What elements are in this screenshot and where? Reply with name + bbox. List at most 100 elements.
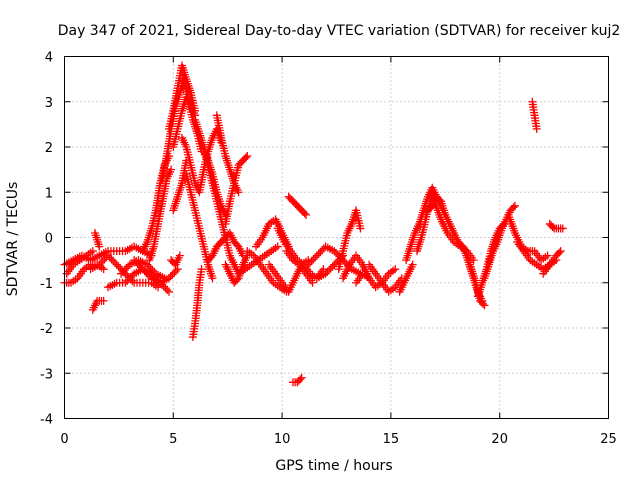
data-point [318,246,327,255]
y-tick-label: -4 [40,413,53,428]
x-tick-label: 0 [60,432,68,447]
data-point [140,266,149,275]
data-point [167,165,176,174]
series-track-15 [169,156,191,215]
data-point [548,222,557,231]
data-point [88,247,97,256]
data-point [558,224,567,233]
data-point [478,296,487,305]
data-point [556,247,565,256]
data-point [126,273,135,282]
x-tick-label: 5 [169,432,177,447]
series-track-03 [62,247,97,278]
data-point [142,268,151,277]
series-track-19 [188,265,206,342]
data-point [164,287,173,296]
y-tick-label: 2 [45,141,53,156]
data-point [197,265,206,274]
y-tick-label: 0 [45,232,53,247]
x-tick-label: 25 [600,432,617,447]
data-point [297,373,306,382]
data-point [122,264,131,273]
y-tick-label: -2 [40,322,53,337]
data-point [532,124,541,133]
data-point [118,267,127,276]
y-tick-label: 4 [45,51,53,66]
data-point [104,251,113,260]
data-point [163,285,172,294]
data-point [144,270,153,279]
data-point [307,257,316,266]
data-point [135,261,144,270]
data-point [328,262,337,271]
data-point [173,265,182,274]
data-point [309,255,318,264]
data-point [330,247,339,256]
data-points [60,61,567,387]
data-point [143,260,152,269]
data-point [97,258,106,267]
data-point [391,265,400,274]
series-track-09 [130,256,182,287]
data-point [208,274,217,283]
data-point [175,251,184,260]
y-tick-label: 3 [45,96,53,111]
series-track-52 [539,256,561,278]
data-point [138,265,147,274]
data-point [98,257,107,266]
data-point [166,272,175,281]
data-point [480,301,489,310]
data-point [241,153,250,162]
data-point [137,263,146,272]
data-point [308,278,317,287]
data-point [311,253,320,262]
y-tick-label: -1 [40,277,53,292]
data-point [325,266,334,275]
data-point [543,251,552,260]
data-point [133,259,142,268]
series-track-33 [288,373,306,387]
data-point [552,256,561,265]
chart-title: Day 347 of 2021, Sidereal Day-to-day VTE… [58,23,621,39]
data-point [110,258,119,267]
series-track-22 [204,228,247,265]
data-point [112,260,121,269]
data-point [161,284,170,293]
data-point [323,267,332,276]
data-point [273,242,282,251]
data-point [131,257,140,266]
data-point [146,264,155,273]
series-track-45 [460,247,487,305]
data-point [114,262,123,271]
data-point [304,260,313,269]
series-track-04 [88,296,108,314]
data-point [510,201,519,210]
data-point [326,264,335,273]
data-point [509,203,518,212]
data-point [321,269,330,278]
x-tick-label: 20 [491,432,508,447]
series-track-23 [212,111,243,197]
series-track-31 [282,247,317,287]
plot-frame [64,56,609,419]
data-point [305,258,314,267]
series-track-29 [265,256,313,296]
series-track-17 [178,124,226,197]
data-point [408,260,417,269]
data-point [148,266,157,275]
data-point [555,248,564,257]
series-track-51 [545,219,567,233]
data-point [124,275,133,284]
series-track-25 [221,152,252,228]
data-point [159,282,168,291]
x-tick-label: 15 [383,432,400,447]
y-axis-label: SDTVAR / TECUs [5,182,21,297]
data-point [95,242,104,251]
series-track-36 [334,206,365,274]
data-point [356,224,365,233]
series-track-05 [90,228,104,251]
tick-labels: 0 5 10 15 20 25 -4 -3 -2 -1 0 1 2 3 4 [40,51,617,448]
data-point [170,268,179,277]
data-point [99,296,108,305]
